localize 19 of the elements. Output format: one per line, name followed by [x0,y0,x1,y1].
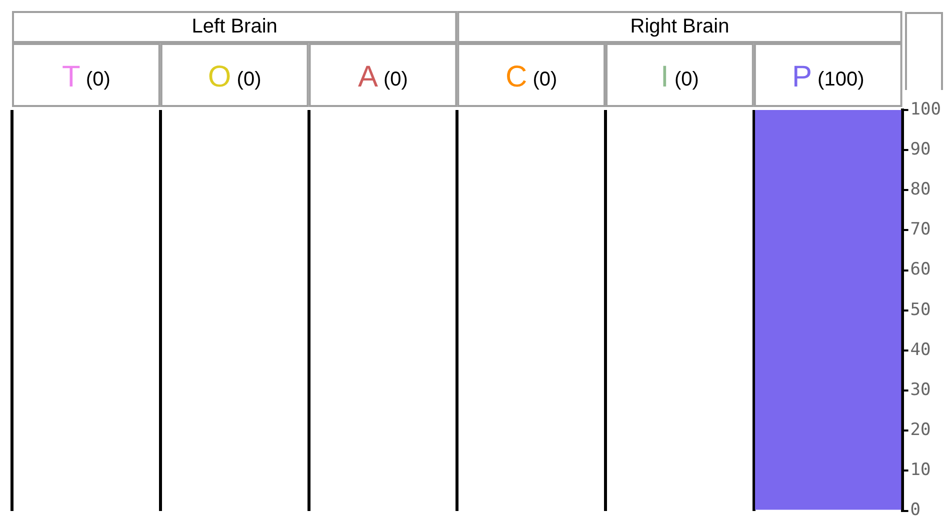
y-tick-label: 10 [910,460,931,480]
x-tick-label: O (0) [208,60,262,94]
text: Right Brain [630,16,730,38]
x-tick-label: C (0) [506,60,558,94]
y-tick-label: 70 [910,220,931,240]
y-tick-label: 20 [910,420,931,440]
y-tick-label: 60 [910,260,931,280]
y-tick-label: 0 [910,500,921,520]
x-tick-label: T (0) [62,60,110,94]
y-tick-label: 40 [910,340,931,360]
text: Left Brain [192,16,278,38]
x-tick-label: P (100) [792,60,864,94]
y-tick-label: 30 [910,380,931,400]
x-tick-label: A (0) [358,60,408,94]
y-tick-label: 50 [910,300,931,320]
y-tick-label: 80 [910,180,931,200]
y-tick-label: 90 [910,140,931,160]
x-tick-label: I (0) [660,60,699,94]
y-tick-label: 100 [910,99,942,120]
